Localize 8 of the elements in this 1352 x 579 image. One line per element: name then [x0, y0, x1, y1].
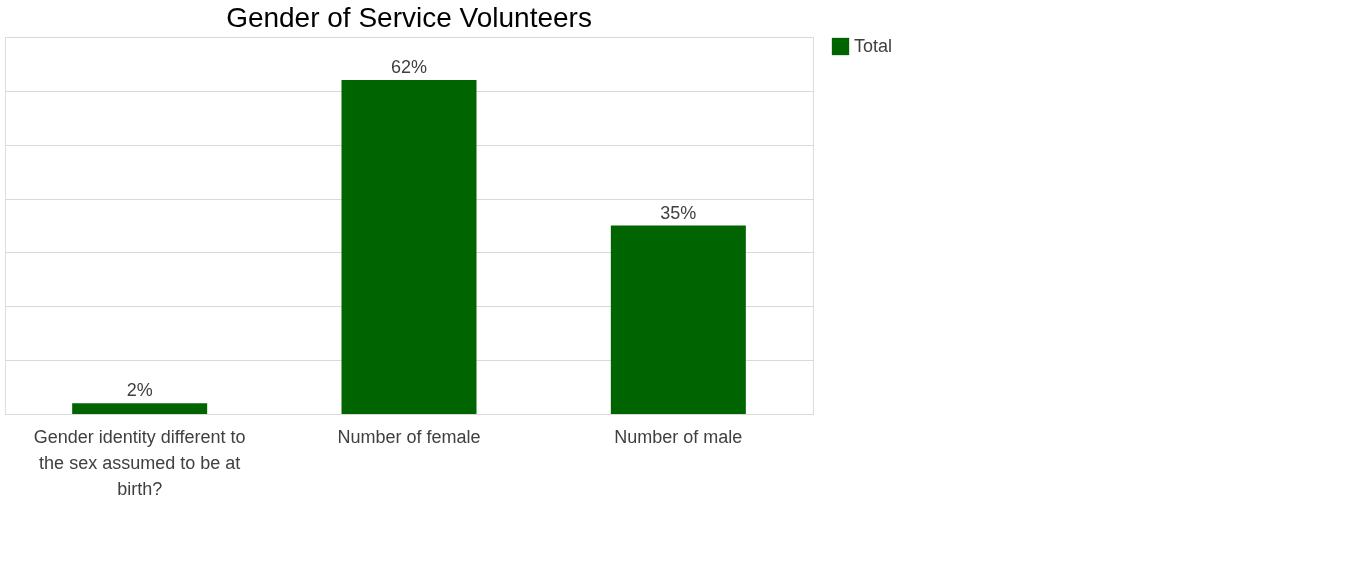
- data-label: 35%: [660, 202, 697, 223]
- legend-label: Total: [854, 35, 893, 56]
- x-tick-label: Gender identity different to the sex assumed to be at birth?: [33, 426, 246, 499]
- x-tick-label: Number of female: [337, 426, 481, 447]
- data-label: 62%: [390, 57, 428, 78]
- x-tick-label: Number of male: [614, 426, 743, 447]
- data-label: 2%: [126, 380, 153, 401]
- chart-title: Gender of Service Volunteers: [226, 2, 592, 33]
